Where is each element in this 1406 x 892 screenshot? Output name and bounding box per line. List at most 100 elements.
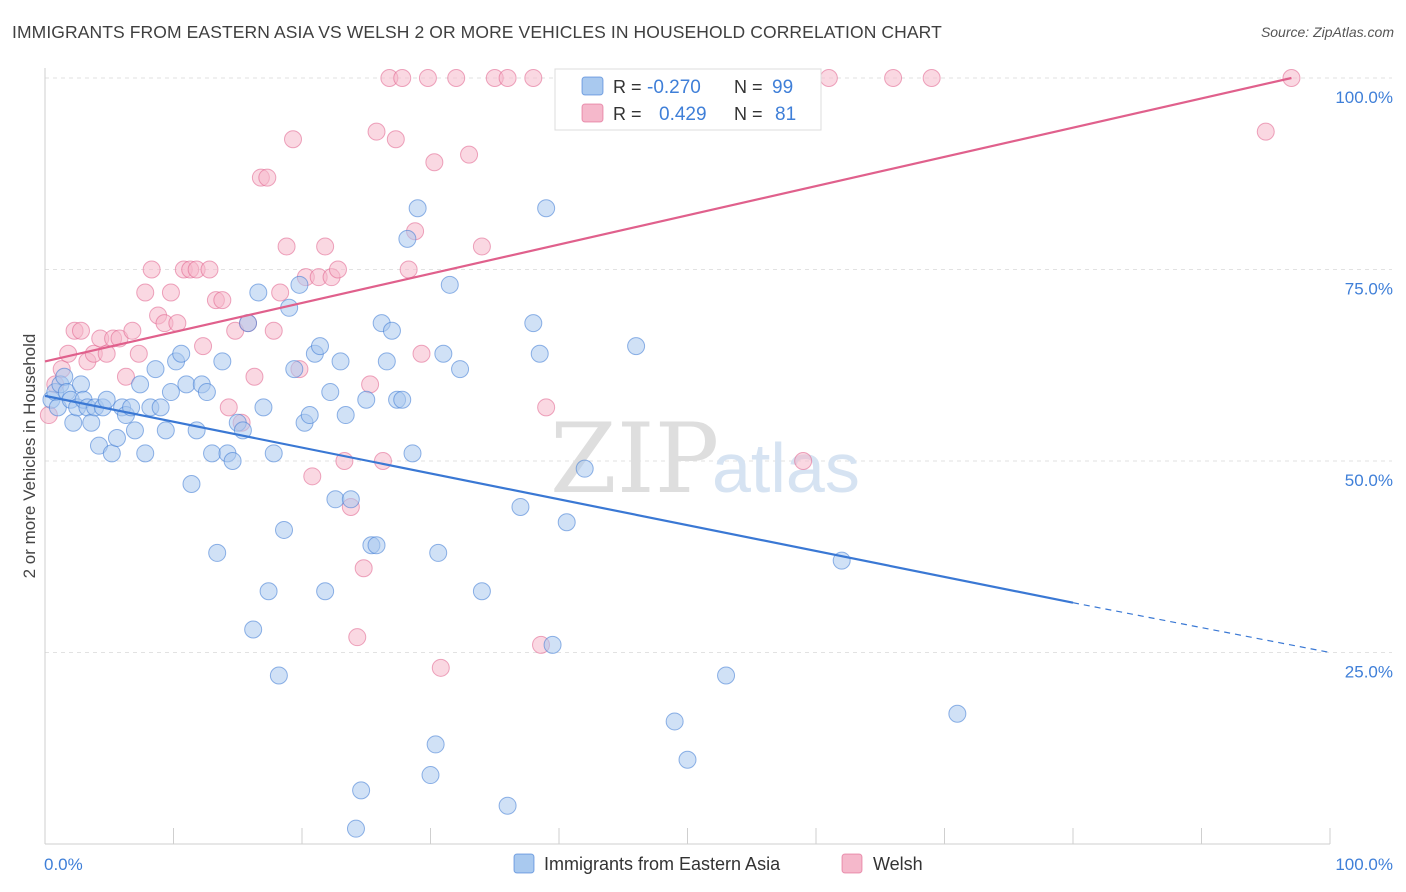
point-eastern-asia: [131, 375, 150, 394]
point-eastern-asia: [146, 360, 165, 379]
point-eastern-asia: [367, 536, 386, 555]
y-axis-label: 2 or more Vehicles in Household: [20, 334, 39, 579]
point-eastern-asia: [398, 229, 417, 248]
point-welsh: [136, 283, 155, 302]
chart-title: IMMIGRANTS FROM EASTERN ASIA VS WELSH 2 …: [12, 22, 942, 42]
point-eastern-asia: [208, 543, 227, 562]
point-welsh: [328, 260, 347, 279]
point-welsh: [386, 130, 405, 149]
point-eastern-asia: [97, 390, 116, 409]
point-eastern-asia: [426, 735, 445, 754]
point-welsh: [367, 122, 386, 141]
point-eastern-asia: [156, 421, 175, 440]
point-eastern-asia: [223, 452, 242, 470]
point-eastern-asia: [434, 344, 453, 363]
point-eastern-asia: [440, 275, 459, 294]
point-eastern-asia: [182, 474, 201, 493]
point-eastern-asia: [82, 413, 101, 432]
point-welsh: [393, 69, 412, 87]
point-welsh: [277, 237, 296, 256]
point-eastern-asia: [55, 367, 74, 386]
trend-line-eastern-asia-extension: [1072, 602, 1331, 654]
watermark-zip: ZIP: [550, 403, 719, 515]
watermark: ZIP atlas: [550, 403, 860, 515]
point-eastern-asia: [172, 344, 191, 363]
point-eastern-asia: [717, 666, 736, 685]
x-tick-label-max: 100.0%: [1335, 855, 1393, 874]
stats-r-value-1: -0.270: [647, 77, 701, 98]
point-eastern-asia: [382, 321, 401, 340]
point-welsh: [537, 398, 556, 417]
point-eastern-asia: [177, 375, 196, 394]
stats-swatch-welsh: [581, 103, 604, 123]
point-eastern-asia: [665, 712, 684, 731]
stats-r-label-1: R =: [613, 77, 642, 97]
point-welsh: [425, 153, 444, 172]
point-welsh: [354, 559, 373, 578]
point-eastern-asia: [393, 390, 412, 409]
point-welsh: [316, 237, 335, 256]
point-eastern-asia: [421, 766, 440, 785]
point-welsh: [447, 69, 466, 87]
legend: Immigrants from Eastern Asia Welsh: [513, 853, 923, 874]
legend-swatch-welsh[interactable]: [841, 853, 863, 874]
point-eastern-asia: [627, 337, 646, 356]
legend-label-eastern-asia[interactable]: Immigrants from Eastern Asia: [544, 854, 781, 874]
point-welsh: [794, 452, 813, 470]
point-welsh: [399, 260, 418, 279]
point-eastern-asia: [537, 199, 556, 218]
point-welsh: [884, 69, 903, 87]
x-tick-label-min: 0.0%: [44, 855, 83, 874]
point-welsh: [303, 467, 322, 486]
point-welsh: [524, 69, 543, 87]
point-eastern-asia: [498, 796, 517, 815]
stats-swatch-eastern-asia: [581, 76, 604, 96]
point-eastern-asia: [269, 666, 288, 685]
point-eastern-asia: [575, 459, 594, 478]
point-eastern-asia: [300, 406, 319, 425]
point-eastern-asia: [161, 383, 180, 402]
y-tick-label-75: 75.0%: [1345, 280, 1393, 299]
point-welsh: [284, 130, 303, 149]
point-eastern-asia: [530, 344, 549, 363]
watermark-atlas: atlas: [712, 429, 860, 507]
point-welsh: [97, 344, 116, 363]
point-welsh: [418, 69, 437, 87]
point-welsh: [219, 398, 238, 417]
point-eastern-asia: [543, 635, 562, 654]
point-eastern-asia: [102, 444, 121, 463]
y-tick-label-100: 100.0%: [1335, 88, 1393, 107]
stats-n-label-1: N =: [734, 77, 763, 97]
stats-n-value-1: 99: [772, 77, 793, 98]
trend-line-welsh: [44, 76, 1292, 363]
point-welsh: [472, 237, 491, 256]
point-eastern-asia: [326, 490, 345, 509]
point-eastern-asia: [310, 337, 329, 356]
point-eastern-asia: [107, 429, 126, 448]
point-eastern-asia: [136, 444, 155, 463]
point-welsh: [819, 69, 838, 87]
point-eastern-asia: [429, 543, 448, 562]
stats-r-value-2: 0.429: [659, 104, 707, 125]
grid-lines: [45, 77, 1392, 653]
point-eastern-asia: [213, 352, 232, 371]
point-eastern-asia: [511, 497, 530, 516]
stats-r-label-2: R =: [613, 104, 642, 124]
point-eastern-asia: [197, 383, 216, 402]
legend-label-welsh[interactable]: Welsh: [873, 854, 923, 874]
legend-swatch-eastern-asia[interactable]: [513, 853, 535, 874]
point-eastern-asia: [316, 582, 335, 601]
point-eastern-asia: [71, 375, 90, 394]
point-welsh: [200, 260, 219, 279]
point-welsh: [245, 367, 264, 386]
point-welsh: [1256, 122, 1275, 141]
point-eastern-asia: [264, 444, 283, 463]
point-welsh: [142, 260, 161, 279]
point-welsh: [271, 283, 290, 302]
point-welsh: [373, 452, 392, 470]
point-eastern-asia: [151, 398, 170, 417]
point-welsh: [213, 291, 232, 310]
point-eastern-asia: [64, 413, 83, 432]
point-welsh: [116, 367, 135, 386]
